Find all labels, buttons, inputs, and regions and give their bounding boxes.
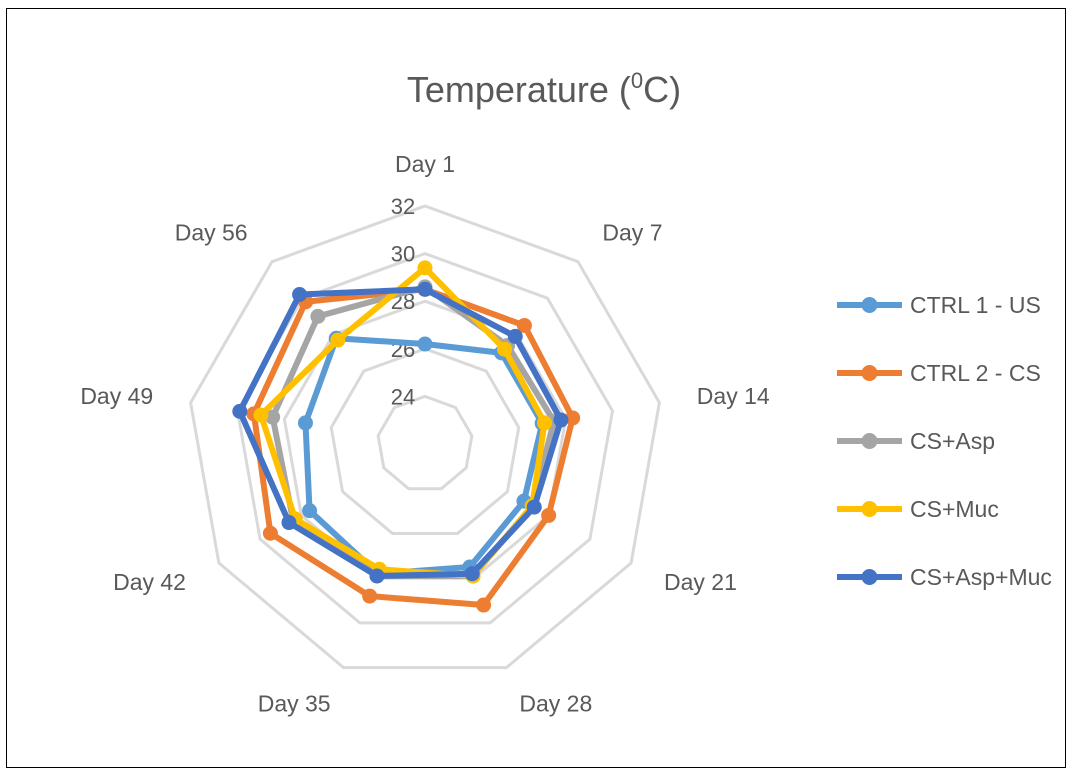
data-point [541,507,557,523]
data-point [330,332,346,348]
data-point [253,407,269,423]
legend-label: CTRL 2 - CS [910,360,1041,386]
data-point [369,568,385,584]
category-label: Day 14 [697,383,770,409]
series-cs-asp-muc [232,281,569,584]
category-label: Day 1 [395,151,455,177]
chart-title: Temperature (0C) [407,68,681,110]
legend-label: CS+Muc [910,496,999,522]
legend-label: CTRL 1 - US [910,292,1041,318]
data-point [526,499,542,515]
data-point [497,341,513,357]
legend-marker [861,433,878,449]
chart-frame: Temperature (0C) 24 26 28 30 32 Day 1 Day 7 Da… [6,8,1066,768]
category-label: Day 28 [519,690,592,716]
grid-ring-24 [376,394,474,491]
series-layer [232,260,581,613]
data-point [476,597,492,613]
category-label: Day 35 [258,690,331,716]
grid-ring-26 [329,347,521,535]
data-point [565,410,581,426]
legend-item: CS+Asp+Muc [837,564,1052,590]
data-point [292,286,308,302]
data-point [281,515,297,531]
legend-marker [861,365,878,381]
legend-item: CTRL 1 - US [837,292,1041,318]
tick-label: 24 [391,384,415,409]
category-label: Day 42 [113,569,186,595]
data-point [232,403,248,419]
legend-label: CS+Asp [910,428,995,454]
category-label: Day 49 [80,383,153,409]
data-point [262,525,278,541]
data-point [362,588,378,604]
data-point [417,260,433,276]
data-point [507,328,523,344]
legend-label: CS+Asp+Muc [910,564,1052,590]
legend: CTRL 1 - US CTRL 2 - CS CS+Asp CS+Muc CS+Asp… [837,292,1052,590]
data-point [417,281,433,297]
legend-item: CS+Muc [837,496,999,522]
category-label: Day 7 [602,220,662,246]
data-point [553,412,569,428]
tick-label: 32 [391,194,415,219]
data-point [516,317,532,333]
grid-ring-32 [189,204,661,670]
legend-item: CTRL 2 - CS [837,360,1041,386]
legend-marker [861,569,878,585]
category-label: Day 21 [664,569,737,595]
category-label: Day 56 [175,220,248,246]
data-point [537,415,553,431]
data-point [310,308,326,324]
tick-label: 30 [391,242,415,267]
series-line [236,286,564,579]
data-point [302,503,318,519]
data-point [265,409,281,425]
series-line [250,286,576,609]
category-labels: Day 1 Day 7 Day 14 Day 21 Day 28 Day 35 Day 42… [80,151,770,716]
data-point [417,336,433,352]
data-point [464,566,480,582]
data-point [297,415,313,431]
legend-marker [861,501,878,517]
legend-item: CS+Asp [837,428,995,454]
series-ctrl-2-cs [246,281,581,613]
legend-marker [861,297,878,313]
